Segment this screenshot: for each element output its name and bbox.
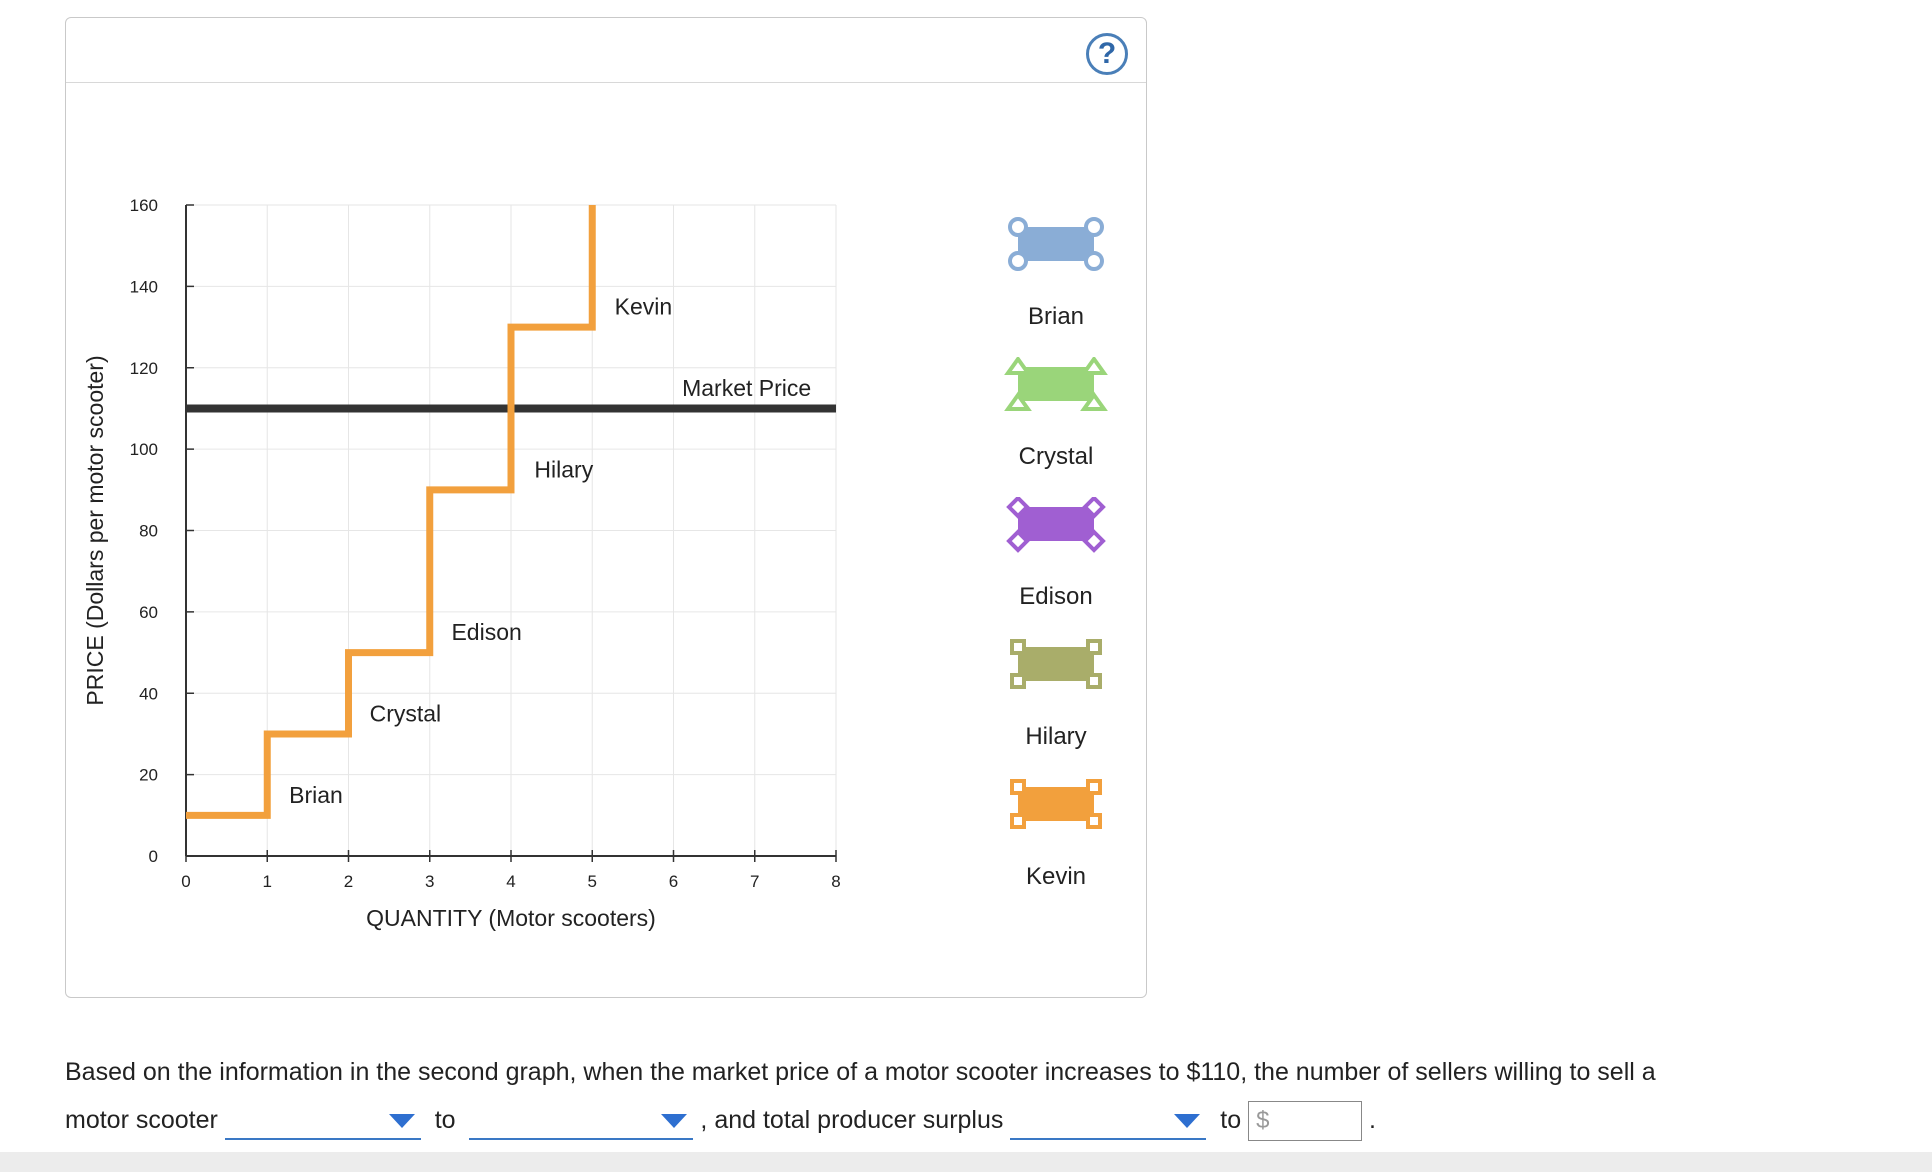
to-label-1: to (434, 1106, 456, 1134)
tool-label-crystal: Crystal (1018, 443, 1094, 470)
y-tick-label: 120 (130, 359, 158, 378)
y-tick-label: 60 (139, 603, 158, 622)
x-tick-label: 1 (263, 872, 272, 891)
dollar-sign: $ (1256, 1107, 1270, 1135)
x-axis-title: QUANTITY (Motor scooters) (366, 905, 656, 931)
curve-label: Market Price (682, 375, 811, 401)
dropdown-arrow-icon (1174, 1114, 1201, 1129)
y-axis-title: PRICE (Dollars per motor scooter) (82, 355, 108, 705)
period: . (1369, 1106, 1376, 1134)
question-fragment-1: motor scooter (65, 1106, 218, 1134)
tool-label-edison: Edison (1019, 583, 1093, 610)
panel-header: ? (66, 18, 1146, 83)
surplus-amount-input[interactable] (1279, 1104, 1362, 1139)
y-tick-label: 100 (130, 440, 158, 459)
tool-label-brian: Brian (1027, 303, 1085, 330)
x-tick-label: 4 (506, 872, 515, 891)
question-text: Based on the information in the second g… (65, 1048, 1865, 1144)
supply-curve (186, 205, 596, 819)
sellers-from-dropdown[interactable] (224, 1102, 421, 1141)
curve-label: Hilary (534, 456, 593, 482)
y-tick-label: 40 (139, 684, 158, 703)
x-tick-label: 5 (588, 872, 597, 891)
surplus-amount-field[interactable]: $ (1248, 1101, 1363, 1142)
x-tick-label: 2 (344, 872, 353, 891)
circle-marker-icon (1008, 217, 1104, 271)
curve-label: Brian (289, 782, 343, 808)
tool-hilary[interactable] (1004, 637, 1108, 693)
x-tick-label: 8 (831, 872, 840, 891)
question-circle-icon[interactable]: ? (1086, 33, 1128, 75)
x-tick-label: 3 (425, 872, 434, 891)
square-marker-icon (1010, 639, 1102, 689)
diamond-marker-icon (1006, 495, 1106, 553)
dropdown-arrow-icon (388, 1114, 415, 1129)
triangle-marker-icon (1004, 355, 1108, 411)
curve-label: Crystal (370, 701, 442, 727)
tool-brian[interactable] (1004, 217, 1108, 273)
graph-panel: ? 0 20 40 60 80 100 120 140 160 0 1 2 3 4 5 6 7 8 QUANTITY… (65, 17, 1147, 998)
y-tick-label: 0 (149, 847, 158, 866)
question-line-2: motor scooter to , and total producer su… (65, 1096, 1865, 1144)
y-tick-label: 80 (139, 522, 158, 541)
y-tick-label: 140 (130, 277, 158, 296)
square-marker-icon (1010, 779, 1102, 829)
tool-label-kevin: Kevin (1025, 863, 1087, 890)
curve-label: Edison (451, 619, 521, 645)
y-tick-label: 160 (130, 196, 158, 215)
to-label-2: to (1220, 1106, 1242, 1134)
tool-label-hilary: Hilary (1025, 723, 1087, 750)
question-sentence: Based on the information in the second g… (65, 1058, 1656, 1086)
supply-chart: 0 20 40 60 80 100 120 140 160 0 1 2 3 4 5 6 7 8 QUANTITY (… (82, 196, 841, 931)
x-tick-label: 7 (750, 872, 759, 891)
y-tick-label: 20 (139, 766, 158, 785)
sellers-to-dropdown[interactable] (469, 1102, 694, 1141)
surplus-direction-dropdown[interactable] (1010, 1102, 1207, 1141)
x-tick-label: 6 (669, 872, 678, 891)
bottom-bar (0, 1152, 1932, 1172)
dropdown-arrow-icon (661, 1114, 688, 1129)
x-tick-label: 0 (181, 872, 190, 891)
question-line-1: Based on the information in the second g… (65, 1048, 1865, 1096)
tool-kevin[interactable] (1004, 777, 1108, 833)
question-fragment-2: , and total producer surplus (700, 1106, 1004, 1134)
curve-label: Kevin (615, 294, 673, 320)
tool-edison[interactable] (1004, 495, 1108, 553)
tool-crystal[interactable] (1004, 355, 1108, 413)
